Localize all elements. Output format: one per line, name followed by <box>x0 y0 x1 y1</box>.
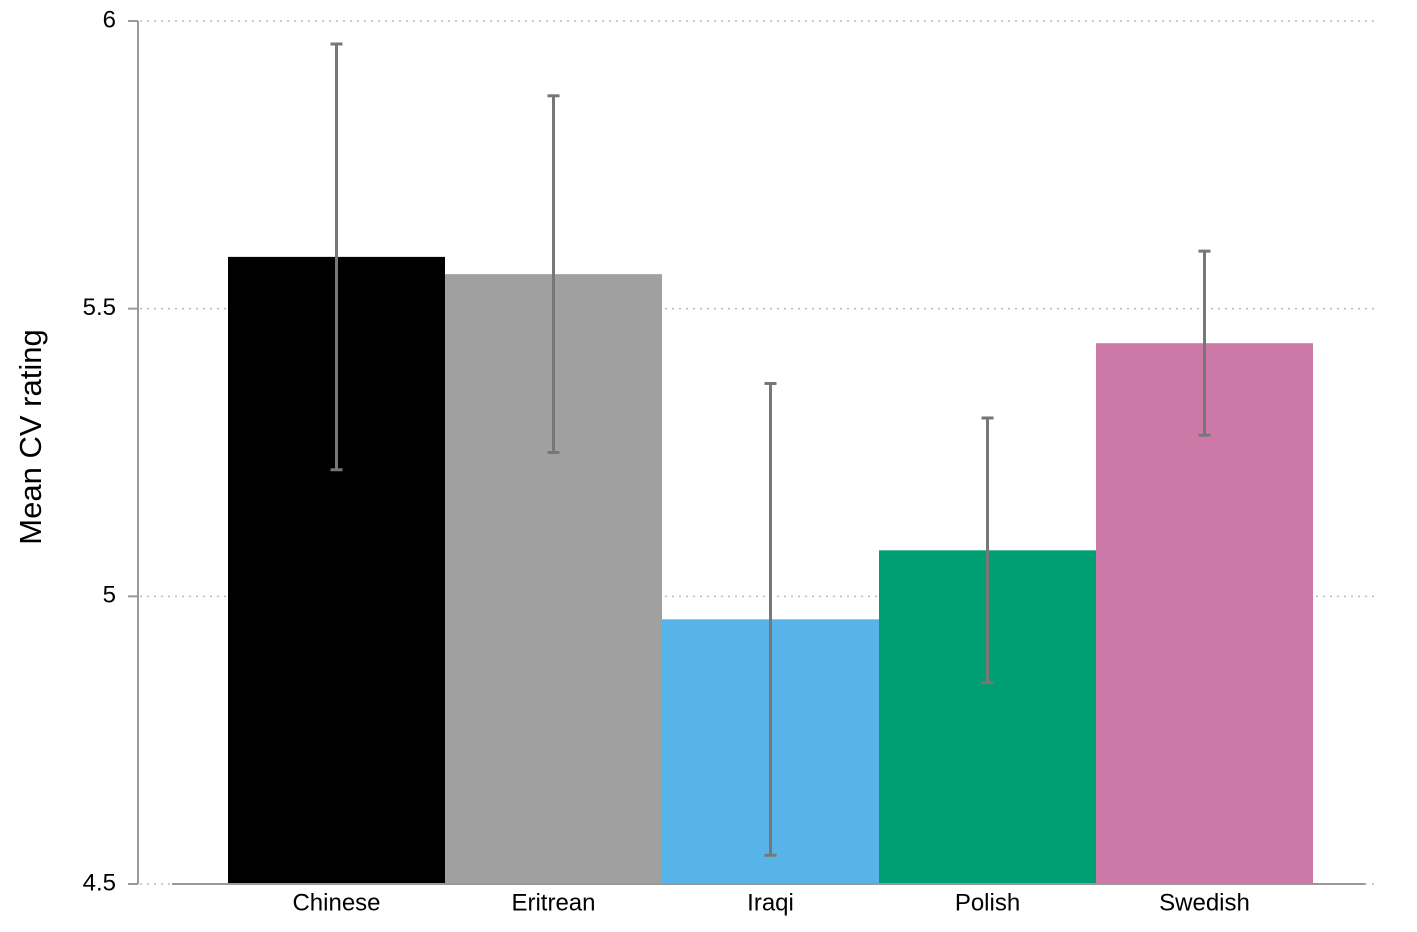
x-tick-label: Chinese <box>292 889 380 916</box>
x-tick-label: Iraqi <box>747 889 794 916</box>
y-axis-label: Mean CV rating <box>13 329 48 544</box>
y-tick-label: 5.5 <box>83 294 116 321</box>
y-tick-label: 6 <box>103 6 116 33</box>
x-tick-label: Polish <box>955 889 1020 916</box>
y-tick-label: 4.5 <box>83 869 116 896</box>
x-tick-label: Eritrean <box>511 889 595 916</box>
x-tick-label: Swedish <box>1159 889 1250 916</box>
y-tick-label: 5 <box>103 582 116 609</box>
